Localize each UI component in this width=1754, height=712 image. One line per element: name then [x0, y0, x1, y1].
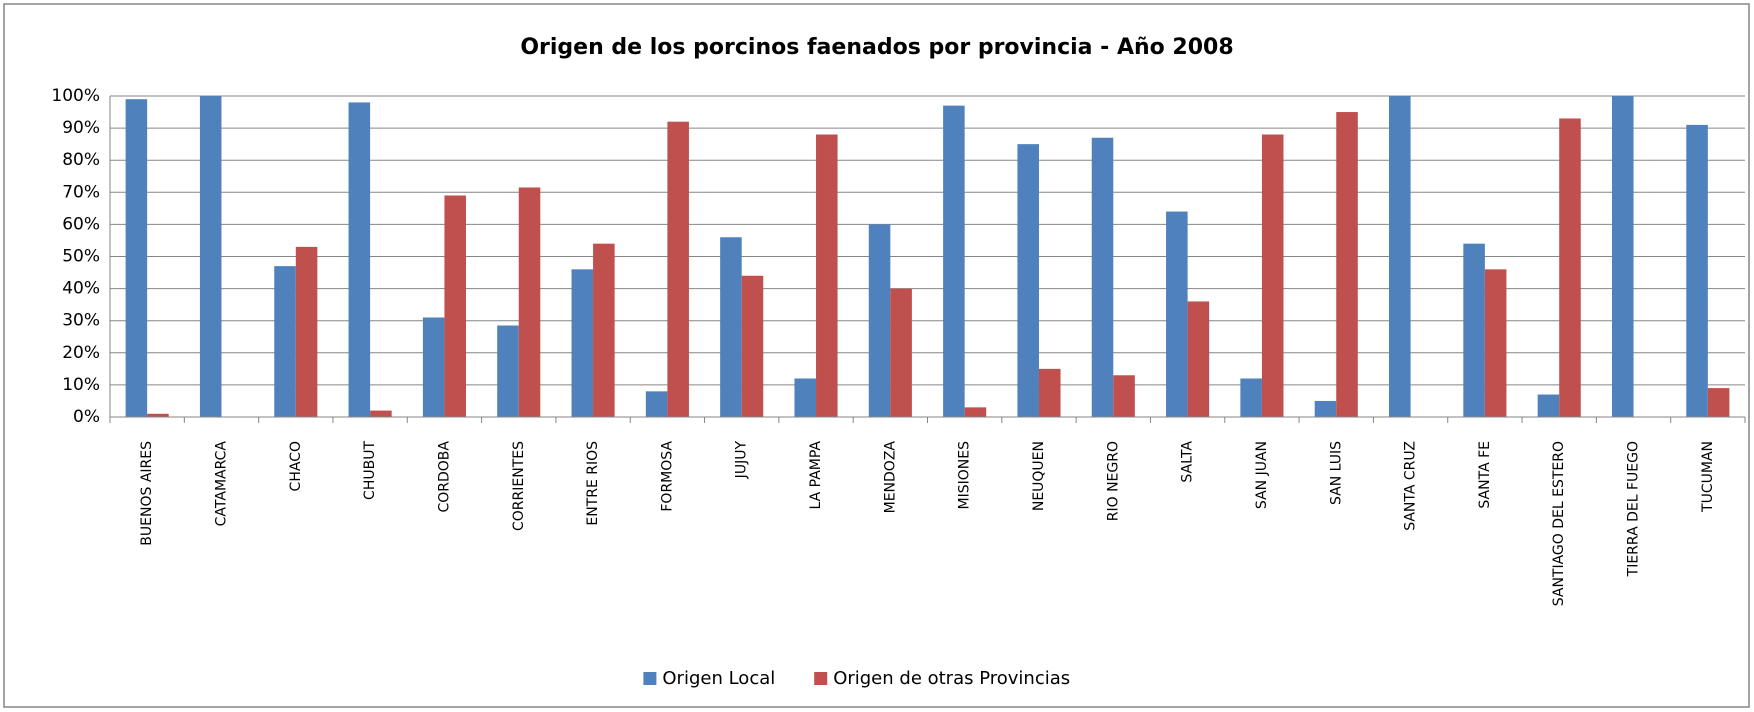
legend-label: Origen de otras Provincias: [833, 668, 1070, 689]
bar: [571, 269, 594, 417]
x-tick-label: SAN LUIS: [1328, 441, 1344, 505]
x-tick-label: SANTIAGO DEL ESTERO: [1551, 441, 1567, 606]
x-tick-label: SANTA FE: [1477, 441, 1493, 509]
bar: [274, 266, 296, 417]
bar: [1113, 375, 1135, 417]
bar: [1389, 96, 1411, 417]
x-tick-label: TUCUMAN: [1700, 441, 1716, 513]
bar: [667, 121, 689, 418]
x-tick-label: JUJUY: [734, 441, 750, 480]
bar: [1336, 112, 1358, 418]
x-tick-label: CORDOBA: [436, 441, 452, 513]
bar: [370, 410, 392, 417]
x-tick-label: SAN JUAN: [1254, 441, 1270, 509]
y-tick-label: 0%: [73, 407, 100, 427]
bar: [741, 275, 764, 417]
bar: [1611, 96, 1634, 417]
y-tick-label: 90%: [62, 118, 100, 138]
x-tick-label: MENDOZA: [882, 441, 898, 514]
bar: [868, 224, 891, 417]
bar: [1707, 388, 1730, 417]
bar: [199, 96, 222, 417]
bar: [794, 378, 817, 417]
bar: [348, 102, 371, 418]
y-tick-label: 70%: [62, 182, 100, 202]
bar: [422, 317, 445, 417]
bar: [720, 237, 742, 417]
bar: [147, 413, 169, 417]
chart-title: Origen de los porcinos faenados por prov…: [520, 35, 1233, 60]
y-tick-label: 40%: [62, 279, 100, 299]
bar: [1314, 400, 1337, 417]
bar: [890, 288, 912, 417]
x-tick-label: RIO NEGRO: [1105, 441, 1121, 521]
bar: [1017, 144, 1039, 417]
x-tick-label: MISIONES: [957, 441, 973, 510]
x-tick-label: TIERRA DEL FUEGO: [1626, 441, 1642, 577]
x-tick-label: CORRIENTES: [511, 441, 527, 531]
y-tick-label: 100%: [51, 86, 100, 106]
x-tick-label: BUENOS AIRES: [139, 441, 155, 546]
bar: [1559, 118, 1581, 417]
legend-swatch: [814, 672, 828, 685]
bar: [1038, 368, 1061, 417]
bar: [518, 187, 541, 417]
y-tick-label: 30%: [62, 311, 100, 331]
y-tick-label: 60%: [62, 214, 100, 234]
x-tick-label: NEUQUEN: [1031, 441, 1047, 511]
x-tick-label: CATAMARCA: [213, 441, 229, 527]
y-tick-label: 50%: [62, 247, 100, 267]
bar: [1261, 134, 1284, 417]
legend-label: Origen Local: [662, 668, 775, 689]
x-tick-label: LA PAMPA: [808, 441, 824, 510]
bar: [1187, 301, 1210, 417]
bar: [444, 195, 466, 417]
x-tick-label: SANTA CRUZ: [1403, 441, 1419, 531]
bar: [943, 105, 965, 417]
bar: [1166, 211, 1188, 417]
bar: [1463, 243, 1485, 417]
bar: [1484, 269, 1507, 417]
bar: [645, 391, 668, 417]
y-tick-label: 20%: [62, 343, 100, 363]
bar: [1537, 394, 1560, 417]
bar: [1686, 124, 1708, 417]
bar: [125, 99, 148, 418]
y-tick-label: 10%: [62, 375, 100, 395]
x-tick-label: CHACO: [288, 441, 304, 491]
bar: [1091, 137, 1114, 418]
x-tick-label: CHUBUT: [362, 441, 378, 500]
bar: [593, 243, 615, 417]
legend-swatch: [643, 672, 657, 685]
bar: [497, 325, 519, 417]
y-tick-label: 80%: [62, 150, 100, 170]
x-tick-label: ENTRE RIOS: [585, 441, 601, 526]
bar: [1240, 378, 1262, 417]
x-tick-label: FORMOSA: [659, 441, 675, 512]
x-tick-label: SALTA: [1180, 441, 1196, 483]
bar: [295, 246, 318, 417]
bar: [816, 134, 838, 417]
bar: [964, 407, 987, 417]
